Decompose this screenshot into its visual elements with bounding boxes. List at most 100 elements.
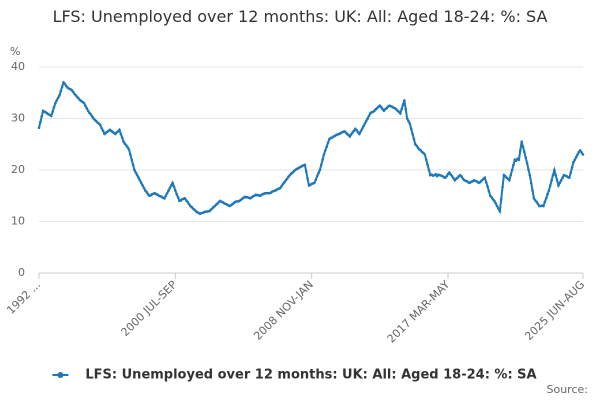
point [169,184,173,187]
point [426,163,429,167]
point [285,177,289,181]
point [141,184,144,187]
point [558,181,562,185]
point [448,171,451,174]
point [544,197,548,200]
point [172,185,176,188]
point [460,175,463,178]
point [280,184,283,188]
point [542,204,545,208]
point [576,153,579,156]
point [90,115,94,118]
point [550,179,553,182]
point [321,158,324,161]
point [514,159,518,163]
y-axis-label: % [10,45,20,58]
point [60,85,64,88]
x-tick-label: 2000 JUL-SEP [119,278,180,339]
point [483,176,487,180]
point [532,197,536,200]
point [508,179,511,182]
point [487,189,491,193]
point [138,179,142,182]
point [400,107,403,111]
point [359,130,363,133]
point [486,185,489,188]
point [527,168,530,171]
point [326,141,330,145]
point [183,197,187,200]
point [352,129,356,133]
point [536,202,540,206]
point [559,179,563,182]
y-tick-label: 0 [18,266,25,279]
point [315,174,319,178]
point [510,168,514,172]
point [135,173,139,177]
point [175,192,179,196]
point [306,177,309,181]
point [120,136,124,139]
point [165,191,169,195]
x-tick-label: 2008 NOV-JAN [251,278,316,343]
y-tick-label: 30 [11,112,25,125]
point [52,105,56,109]
point [124,143,128,147]
point [499,198,503,201]
point [55,99,59,102]
point [518,149,522,152]
point [85,106,89,110]
point [324,149,327,152]
point [551,173,555,177]
point [137,176,140,180]
point [355,129,358,132]
point [133,168,136,172]
point [379,105,383,109]
point [554,173,558,177]
point [450,174,454,178]
point [573,158,577,161]
point [54,101,57,105]
point [279,186,282,190]
source: Source: [547,383,589,396]
y-tick-label: 20 [11,163,25,176]
point [570,166,574,169]
point [561,176,564,180]
point [568,176,571,180]
point [56,96,60,100]
point [493,199,496,203]
point [531,189,534,192]
point [130,158,134,161]
point [71,90,75,94]
point [63,82,67,86]
chart-title: LFS: Unemployed over 12 months: UK: All:… [52,7,548,26]
point [555,179,559,182]
point [578,149,582,152]
point [145,190,149,194]
point [167,189,170,192]
point [399,112,402,115]
y-tick-label: 10 [11,215,25,228]
point [424,158,428,161]
point [99,123,102,127]
point [580,151,583,154]
point [364,119,368,123]
point [547,189,551,192]
point [303,163,307,167]
point [411,132,414,136]
point [313,181,316,185]
point [51,110,54,114]
legend-label: LFS: Unemployed over 12 months: UK: All:… [85,368,536,383]
point [572,160,575,164]
point [366,117,369,120]
point [84,104,87,107]
point [525,162,529,165]
point [423,153,427,156]
point [317,171,320,175]
point [126,146,129,149]
point [304,170,308,173]
point [557,184,560,187]
point [362,124,365,128]
point [407,119,410,123]
